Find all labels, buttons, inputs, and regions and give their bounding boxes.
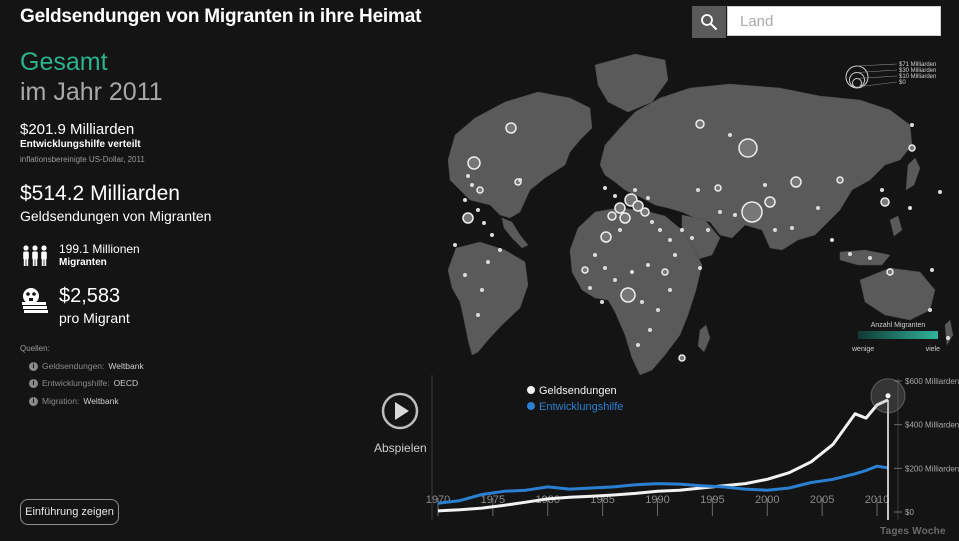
search-icon [701, 14, 717, 30]
aid-note: inflationsbereinigte US-Dollar, 2011 [20, 155, 145, 164]
country-bubble[interactable] [678, 354, 686, 362]
legend-label-aid: Entwicklungshilfe [539, 401, 623, 413]
x-tick-label: 1990 [645, 494, 669, 506]
migrants-count: 199.1 Millionen [59, 242, 140, 256]
source-aid[interactable]: i Entwicklungshilfe: OECD [29, 378, 138, 388]
show-intro-button[interactable]: Einführung zeigen [20, 499, 119, 525]
size-legend-label: $71 Milliarden [899, 62, 936, 68]
source-label: Migration: [42, 396, 80, 406]
aid-line [437, 464, 889, 505]
color-legend-gradient [858, 331, 938, 339]
x-tick-label: 1970 [426, 494, 450, 506]
legend-swatch-remittances [527, 386, 535, 394]
map-landmass [447, 53, 954, 376]
x-tick-label: 2010 [865, 494, 889, 506]
remittances-line [437, 398, 889, 513]
summary-year: im Jahr 2011 [20, 78, 163, 106]
country-bubble[interactable] [607, 211, 617, 221]
per-migrant-amount: $2,583 [59, 285, 121, 307]
aid-label: Entwicklungshilfe verteilt [20, 139, 141, 150]
country-bubble[interactable] [614, 202, 626, 214]
chart-legend: Geldsendungen Entwicklungshilfe [527, 385, 623, 413]
y-tick-label: $0 [905, 508, 914, 517]
country-bubble[interactable] [790, 176, 802, 188]
country-bubble[interactable] [836, 176, 844, 184]
legend-label-remittances: Geldsendungen [539, 385, 617, 397]
play-label: Abspielen [374, 441, 427, 455]
people-icon [23, 245, 47, 266]
x-tick-label: 1975 [481, 494, 505, 506]
money-icon [22, 288, 48, 313]
country-bubble[interactable] [886, 268, 894, 276]
source-remittances[interactable]: i Geldsendungen: Weltbank [29, 361, 144, 371]
y-tick-label: $600 Milliarden [905, 377, 959, 386]
country-bubble[interactable] [695, 119, 705, 129]
source-label: Entwicklungshilfe: [42, 378, 110, 388]
year-marker-dot [885, 393, 891, 399]
sources-title: Quellen: [20, 344, 50, 353]
source-label: Geldsendungen: [42, 361, 105, 371]
summary-heading: Gesamt [20, 48, 108, 76]
country-bubble[interactable] [640, 207, 650, 217]
country-bubble[interactable] [600, 231, 612, 243]
brand-logo: Tages Woche [880, 526, 946, 537]
size-legend-label: $30 Milliarden [899, 68, 936, 74]
country-bubble[interactable] [620, 287, 636, 303]
country-bubble[interactable] [467, 156, 481, 170]
country-bubble[interactable] [880, 197, 890, 207]
country-bubble[interactable] [505, 122, 517, 134]
size-legend-label: $0 [899, 80, 906, 86]
info-icon: i [29, 361, 38, 371]
timeline-chart[interactable]: Geldsendungen Entwicklungshilfe $600 Mil… [420, 370, 959, 541]
info-icon: i [29, 396, 38, 406]
play-icon [395, 402, 409, 420]
y-tick-label: $200 Milliarden [905, 464, 959, 473]
remittance-bubbles [462, 119, 916, 362]
info-icon: i [29, 378, 38, 388]
x-tick-label: 1995 [700, 494, 724, 506]
per-migrant-label: pro Migrant [59, 310, 130, 326]
country-bubble[interactable] [741, 201, 763, 223]
color-legend-title: Anzahl Migranten [871, 322, 926, 329]
size-legend-label: $10 Milliarden [899, 74, 936, 80]
country-bubble[interactable] [462, 212, 474, 224]
source-value: OECD [113, 378, 139, 388]
migrant-color-legend: Anzahl Migranten wenige viele [852, 322, 941, 353]
remittance-amount: $514.2 Milliarden [20, 182, 180, 205]
small-country-dots [453, 123, 950, 347]
country-bubble[interactable] [581, 266, 589, 274]
legend-swatch-aid [527, 402, 535, 410]
play-button[interactable] [381, 392, 419, 430]
source-migration[interactable]: i Migration: Weltbank [29, 396, 119, 406]
x-tick-label: 2000 [755, 494, 779, 506]
color-legend-low: wenige [852, 346, 874, 353]
country-bubble[interactable] [738, 138, 758, 158]
y-tick-label: $400 Milliarden [905, 421, 959, 430]
page-title: Geldsendungen von Migranten in ihre Heim… [20, 6, 422, 27]
country-bubble[interactable] [619, 212, 631, 224]
migrants-label: Migranten [59, 257, 107, 268]
country-bubble[interactable] [714, 184, 722, 192]
country-bubble[interactable] [908, 144, 916, 152]
aid-amount: $201.9 Milliarden [20, 121, 135, 138]
source-value: Weltbank [83, 396, 119, 406]
color-legend-high: viele [926, 346, 941, 353]
source-value: Weltbank [108, 361, 144, 371]
country-bubble[interactable] [632, 200, 644, 212]
country-search [692, 6, 943, 38]
country-bubble[interactable] [661, 268, 669, 276]
bubble-size-legend: $71 Milliarden $30 Milliarden $10 Millia… [845, 62, 936, 89]
search-input[interactable] [727, 6, 941, 36]
x-tick-label: 2005 [810, 494, 834, 506]
country-bubble[interactable] [764, 196, 776, 208]
country-bubble[interactable] [476, 186, 484, 194]
world-map[interactable] [420, 40, 955, 380]
search-button[interactable] [692, 6, 726, 38]
remittance-label: Geldsendungen von Migranten [20, 208, 212, 224]
